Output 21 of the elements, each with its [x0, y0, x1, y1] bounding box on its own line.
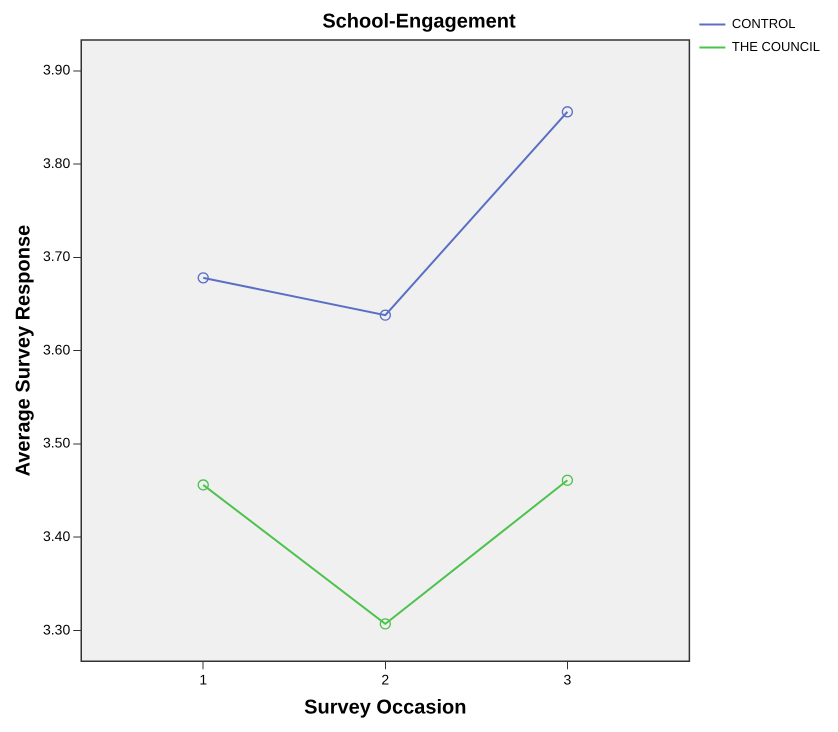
y-tick-label: 3.40	[43, 528, 70, 544]
chart-title: School-Engagement	[322, 10, 516, 33]
point	[198, 272, 209, 284]
y-tick-label: 3.30	[43, 621, 70, 638]
x-axis-title: Survey Occasion	[304, 696, 466, 719]
point	[562, 106, 574, 118]
y-tick-label: 3.70	[43, 248, 70, 264]
legend-label: CONTROL	[732, 16, 796, 32]
x-tick-label: 1	[199, 671, 208, 688]
y-axis-title: Average Survey Response	[12, 224, 35, 476]
x-tick-label: 2	[381, 671, 390, 688]
point	[562, 474, 574, 486]
point	[380, 618, 391, 630]
x-tick-label: 3	[563, 671, 572, 688]
y-tick-label: 3.80	[43, 154, 70, 171]
y-tick-label: 3.50	[43, 434, 70, 451]
point	[198, 479, 209, 491]
y-tick-label: 3.60	[43, 341, 70, 358]
point	[380, 310, 391, 321]
y-tick-label: 3.90	[43, 62, 70, 78]
legend-label: THE COUNCIL	[732, 39, 820, 54]
